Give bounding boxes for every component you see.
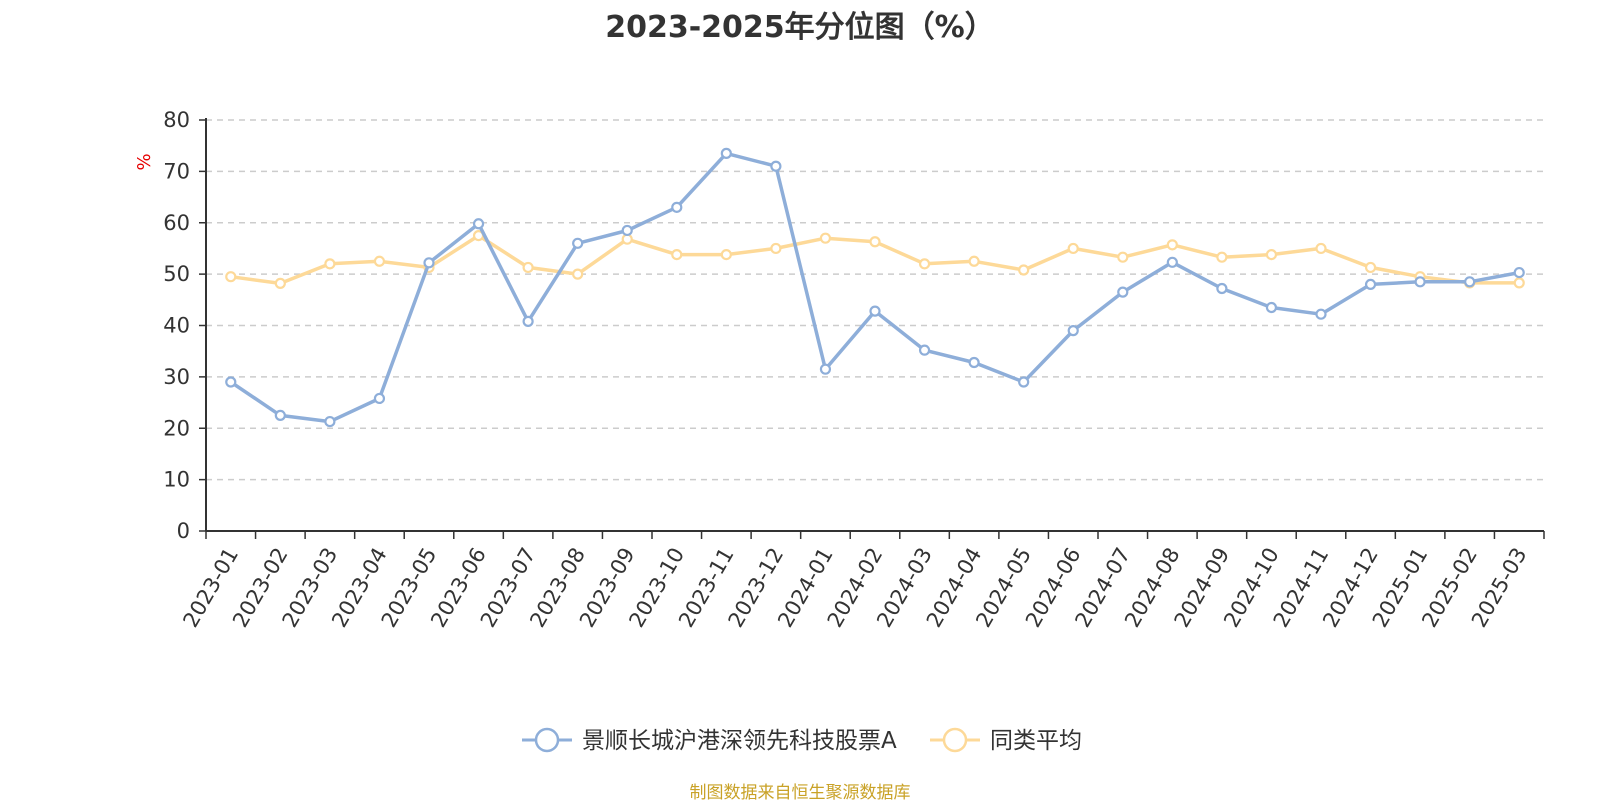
data-point[interactable] xyxy=(1018,264,1030,276)
legend-swatch-marker xyxy=(534,727,560,753)
data-point[interactable] xyxy=(423,257,435,269)
data-point[interactable] xyxy=(572,268,584,280)
data-point[interactable] xyxy=(869,236,881,248)
data-point[interactable] xyxy=(1265,301,1278,314)
data-point[interactable] xyxy=(1117,251,1129,263)
data-point[interactable] xyxy=(274,277,286,289)
series-line xyxy=(229,151,1520,424)
legend-swatch-marker xyxy=(942,727,968,753)
y-axis-unit: % xyxy=(134,153,155,170)
data-point[interactable] xyxy=(770,160,782,172)
data-point[interactable] xyxy=(1216,251,1228,263)
legend[interactable]: 景顺长城沪港深领先科技股票A 同类平均 xyxy=(522,727,1082,754)
data-point[interactable] xyxy=(225,271,237,283)
y-tick-label: 50 xyxy=(163,262,190,286)
data-point[interactable] xyxy=(324,258,336,270)
data-point[interactable] xyxy=(1265,249,1278,261)
chart-title: 2023-2025年分位图（%） xyxy=(605,10,995,45)
series-1 xyxy=(225,147,1525,428)
y-tick-label: 0 xyxy=(177,519,190,543)
data-point[interactable] xyxy=(918,258,931,270)
data-point[interactable] xyxy=(918,344,931,356)
legend-label: 景顺长城沪港深领先科技股票A xyxy=(582,728,897,754)
data-point[interactable] xyxy=(671,249,683,261)
data-point[interactable] xyxy=(1166,256,1178,268)
y-tick-label: 60 xyxy=(163,211,190,235)
data-point[interactable] xyxy=(1315,242,1327,255)
data-point[interactable] xyxy=(522,261,534,274)
y-tick-label: 70 xyxy=(163,159,190,183)
data-point[interactable] xyxy=(1166,239,1178,251)
series-group xyxy=(225,147,1525,428)
x-axis-ticks: 2023-012023-022023-032023-042023-052023-… xyxy=(178,531,1545,631)
data-point[interactable] xyxy=(720,249,732,261)
axes xyxy=(205,118,1544,532)
y-tick-label: 80 xyxy=(163,108,190,132)
y-tick-label: 40 xyxy=(163,314,190,338)
data-point[interactable] xyxy=(225,376,237,388)
legend-item-1[interactable]: 景顺长城沪港深领先科技股票A xyxy=(522,727,897,754)
data-point[interactable] xyxy=(1315,308,1327,320)
y-tick-label: 30 xyxy=(163,365,190,389)
data-point[interactable] xyxy=(373,392,386,405)
data-point[interactable] xyxy=(869,305,881,317)
data-point[interactable] xyxy=(1464,276,1476,288)
grid-lines xyxy=(206,119,1544,481)
data-point[interactable] xyxy=(1117,286,1129,298)
data-point[interactable] xyxy=(1513,266,1525,279)
y-tick-label: 20 xyxy=(163,416,190,440)
data-point[interactable] xyxy=(1067,242,1079,255)
data-point[interactable] xyxy=(1513,277,1525,289)
data-point[interactable] xyxy=(373,255,386,267)
data-point[interactable] xyxy=(770,242,782,255)
legend-label: 同类平均 xyxy=(990,728,1082,754)
data-source-note: 制图数据来自恒生聚源数据库 xyxy=(689,783,911,803)
y-tick-label: 10 xyxy=(163,468,190,492)
data-point[interactable] xyxy=(1364,261,1377,274)
data-point[interactable] xyxy=(472,218,485,230)
data-point[interactable] xyxy=(572,237,584,249)
data-point[interactable] xyxy=(1018,376,1030,388)
data-point[interactable] xyxy=(621,224,633,237)
data-point[interactable] xyxy=(720,147,732,159)
data-point[interactable] xyxy=(1216,282,1228,295)
data-point[interactable] xyxy=(522,315,534,327)
data-point[interactable] xyxy=(1067,325,1079,337)
data-point[interactable] xyxy=(819,363,832,375)
y-axis-ticks: 0 10 20 30 40 50 60 70 80 xyxy=(163,108,206,543)
series-2 xyxy=(225,229,1525,289)
data-point[interactable] xyxy=(1414,276,1426,288)
data-point[interactable] xyxy=(968,356,980,369)
data-point[interactable] xyxy=(324,415,336,428)
data-point[interactable] xyxy=(274,409,286,422)
data-point[interactable] xyxy=(1364,278,1377,290)
data-point[interactable] xyxy=(671,201,683,213)
data-point[interactable] xyxy=(968,255,980,267)
data-point[interactable] xyxy=(819,232,832,244)
legend-item-2[interactable]: 同类平均 xyxy=(930,727,1082,754)
